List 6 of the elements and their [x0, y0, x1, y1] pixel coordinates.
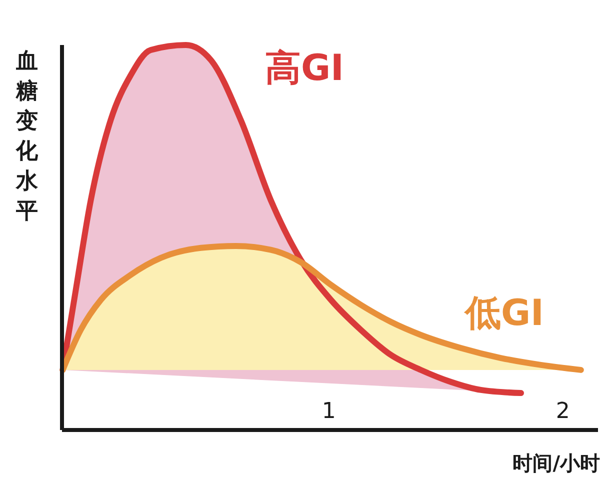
- x-axis-title: 时间/小时: [512, 451, 600, 475]
- y-axis-title: 血糖变化水平: [15, 49, 39, 224]
- series-label: 低GI: [463, 293, 544, 334]
- series-label: 高GI: [265, 48, 344, 89]
- x-tick-label: 1: [322, 399, 336, 424]
- x-tick-label: 2: [556, 399, 570, 424]
